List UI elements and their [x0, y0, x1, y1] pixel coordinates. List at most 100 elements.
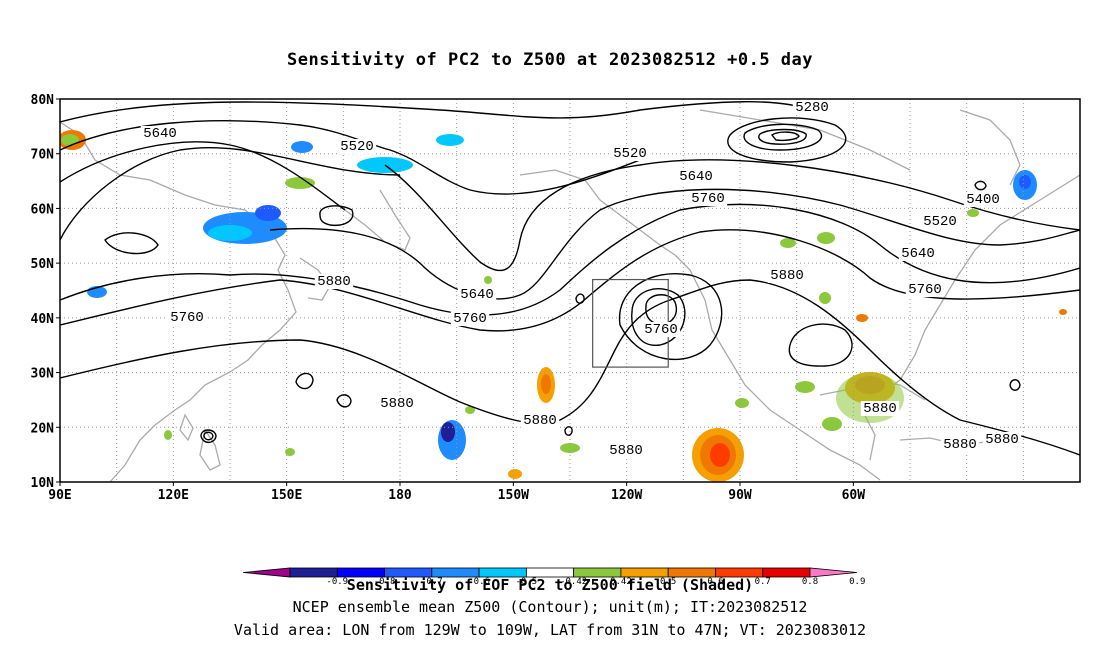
contour-label: 5880 — [317, 274, 351, 290]
contour-label-bg — [641, 322, 681, 337]
contour-line — [384, 159, 1080, 272]
shade-patch — [819, 292, 831, 304]
contour-label: 5760 — [170, 310, 204, 326]
greenland-coast — [959, 109, 1021, 186]
contour-label-bg — [963, 192, 1003, 207]
contour-label-bg — [920, 214, 960, 229]
contour-labels: 5280 5520 5640 5520 5640 5760 5400 5520 5640 5760… — [140, 100, 1022, 459]
colorbar-tick-label: 0.9 — [849, 577, 865, 587]
contour-line — [203, 431, 214, 441]
colorbar-tick-label: 0.6 — [707, 577, 723, 587]
colorbar: -0.9 -0.8 -0.7 -0.6 -0.5 -0.42 0.42 0.5 0.6 0.7 0.… — [242, 567, 865, 587]
caption-line-1: Sensitivity of EOF PC2 to Z500 field (Sh… — [346, 576, 754, 594]
colorbar-tick-label: -0.9 — [326, 577, 348, 587]
lon-tick-label: 120W — [611, 488, 642, 503]
contour-line — [645, 294, 677, 325]
lat-tick-label: 70N — [31, 148, 55, 163]
contour-label: 5520 — [613, 146, 647, 162]
contour-label: 5880 — [380, 396, 414, 412]
contour-label-bg — [898, 246, 938, 261]
contour-label-bg — [610, 146, 650, 161]
contour-label: 5760 — [908, 282, 942, 298]
contour-label-bg — [337, 139, 377, 154]
contour-line — [60, 279, 1080, 456]
contour-label-bg — [377, 396, 417, 411]
caption-line-3: Valid area: LON from 129W to 109W, LAT f… — [233, 621, 867, 639]
shade-patch — [817, 232, 835, 244]
colorbar-tick-label: 0.5 — [660, 577, 676, 587]
contour-label-bg — [860, 401, 900, 416]
contour-label-bg — [767, 268, 807, 283]
shade-patch — [735, 398, 749, 408]
shade-patch — [795, 381, 815, 393]
contour-label-bg — [140, 126, 180, 141]
contour-line — [269, 188, 1080, 300]
contour-label: 5640 — [901, 246, 935, 262]
contour-label: 5640 — [143, 126, 177, 142]
lon-tick-label: 150W — [498, 488, 529, 503]
contour-line — [564, 426, 573, 436]
contour-label-bg — [314, 274, 354, 289]
lat-tick-label: 40N — [31, 312, 55, 327]
contour-label: 5760 — [691, 191, 725, 207]
shade-patch — [710, 443, 730, 467]
contour-label-bg — [792, 100, 832, 115]
contour-label: 5760 — [453, 311, 487, 327]
colorbar-tick-label: -0.7 — [421, 577, 443, 587]
colorbar-tick-label: 0.42 — [610, 577, 632, 587]
contour-label-bg — [940, 437, 980, 452]
lat-tick-label: 60N — [31, 202, 55, 217]
north-america-east-coast — [861, 174, 1080, 461]
contour-label-bg — [167, 310, 207, 325]
colorbar-tick-label: 0.8 — [802, 577, 818, 587]
contour-label-bg — [905, 282, 945, 297]
shaded-patches — [60, 130, 1067, 482]
contour-label: 5400 — [966, 192, 1000, 208]
shade-patch — [856, 314, 868, 322]
contour-line — [631, 288, 686, 346]
shade-patch — [1019, 175, 1031, 189]
kamchatka-coast — [344, 189, 411, 251]
contour-label: 5880 — [985, 432, 1019, 448]
asia-coast — [60, 121, 297, 482]
map-border — [59, 98, 1081, 483]
lat-tick-label: 10N — [31, 476, 55, 491]
contour-label-bg — [606, 443, 646, 458]
shade-patch — [465, 406, 475, 414]
lon-tick-label: 120E — [158, 488, 189, 503]
contour-label: 5760 — [644, 322, 678, 338]
lon-tick-label: 180 — [388, 488, 412, 503]
contour-label-bg — [688, 191, 728, 206]
contour-line — [295, 372, 314, 390]
shade-patch — [208, 225, 252, 241]
colorbar-arrow-right — [809, 567, 858, 578]
shade-patch — [441, 422, 455, 442]
contour-line — [743, 123, 823, 151]
contour-label: 5280 — [795, 100, 829, 116]
shade-patch — [436, 134, 464, 146]
z500-contours — [60, 101, 1080, 456]
lon-tick-label: 90E — [48, 488, 71, 503]
contour-label: 5880 — [609, 443, 643, 459]
colorbar-tick-label: -0.42 — [560, 577, 587, 587]
shade-patch — [1059, 309, 1067, 315]
contour-line — [575, 293, 585, 304]
contour-label-bg — [450, 311, 490, 326]
contour-line — [788, 323, 853, 367]
contour-line — [319, 205, 354, 227]
shade-patch — [967, 209, 979, 217]
contour-label: 5880 — [770, 268, 804, 284]
philippines-coast — [199, 428, 221, 471]
lon-tick-label: 90W — [728, 488, 752, 503]
shade-patch — [61, 134, 79, 146]
colorbar-tick-label: 0.7 — [755, 577, 771, 587]
latitude-labels: 80N 70N 60N 50N 40N 30N 20N 10N — [31, 93, 60, 491]
shade-patch — [822, 417, 842, 431]
colorbar-tick-label: -0.5 — [516, 577, 538, 587]
shade-patch — [255, 205, 281, 221]
map-title: Sensitivity of PC2 to Z500 at 2023082512… — [286, 50, 813, 70]
contour-label-bg — [520, 413, 560, 428]
contour-line — [60, 203, 1080, 316]
contour-line — [758, 128, 807, 145]
